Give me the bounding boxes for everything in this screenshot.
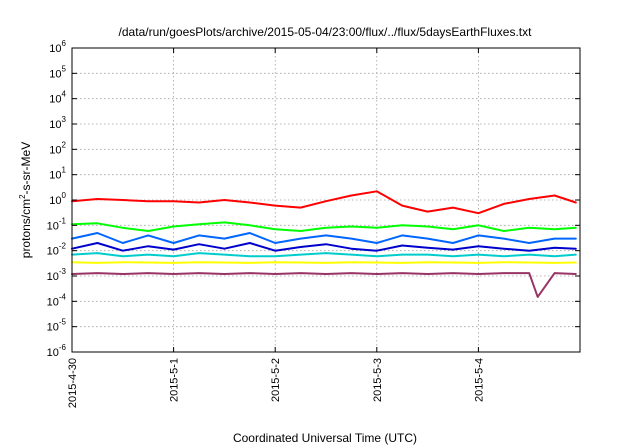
x-tick-label: 2015-5-2 [270,358,282,402]
series-line [71,272,577,298]
y-tick-label: 104 [49,90,66,106]
y-axis-label: protons/cm2-s-sr-MeV [18,142,33,258]
series-layer [71,190,577,298]
y-tick-label: 103 [49,115,66,131]
y-tick-label: 10-5 [47,318,67,334]
x-tick-label: 2015-4-30 [67,358,79,408]
y-tick-label: 101 [49,166,66,182]
y-tick-label: 10-1 [47,216,67,232]
x-tick-label: 2015-5-4 [473,358,485,402]
y-tick-label: 106 [49,39,66,55]
y-tick-label: 102 [49,140,66,156]
y-tick-label: 10-4 [47,292,67,308]
series-line [71,221,577,232]
x-tick-label: 2015-5-1 [169,358,181,402]
y-tick-label: 10-6 [47,343,67,359]
grid-layer [72,48,580,352]
y-tick-label: 10-2 [47,242,67,258]
chart-title: /data/run/goesPlots/archive/2015-05-04/2… [119,25,533,39]
series-line [71,242,577,252]
y-axis: 106 105 104 103 102 101 100 10-1 10-2 10-3 10-4 10-… [47,39,580,359]
series-line [71,252,577,258]
series-line [71,261,577,264]
y-tick-label: 105 [49,64,66,80]
x-axis: 2015-4-30 2015-5-1 2015-5-2 2015-5-3 2015-5-… [67,48,485,408]
x-axis-label: Coordinated Universal Time (UTC) [233,431,417,445]
x-tick-label: 2015-5-3 [372,358,384,402]
series-line [71,232,577,244]
y-tick-label: 100 [49,191,66,207]
y-tick-label: 10-3 [47,267,67,283]
series-line [71,190,577,215]
